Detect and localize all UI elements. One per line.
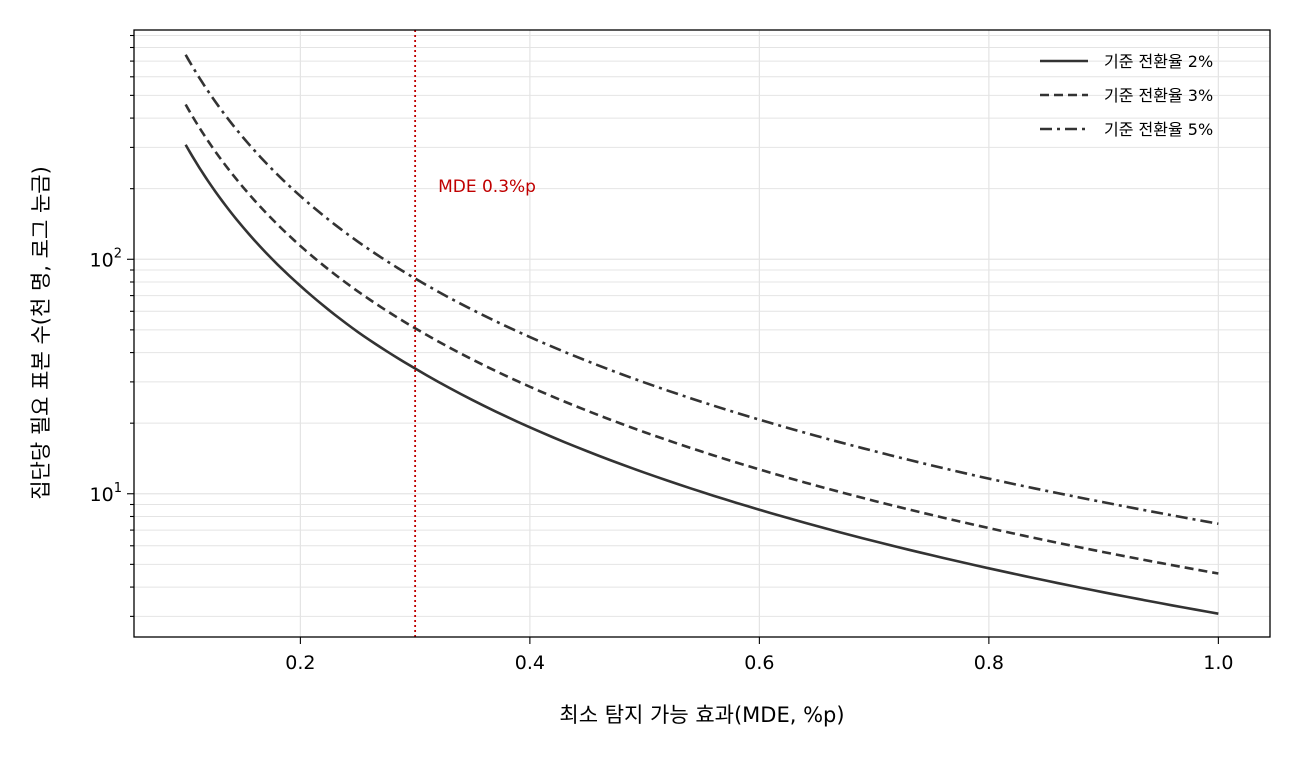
mde-annotation-label: MDE 0.3%p (438, 177, 536, 197)
legend: 기준 전환율 2% 기준 전환율 3% 기준 전환율 5% (1040, 52, 1213, 139)
y-tick-label: 101 (90, 481, 122, 506)
axis-ticks: 0.2 0.4 0.6 0.8 1.0 101 102 (90, 34, 1233, 674)
x-tick-label: 1.0 (1203, 652, 1233, 674)
series-line-3 (184, 54, 1219, 526)
grid-lines (134, 30, 1270, 637)
series-group (184, 54, 1219, 615)
series-line-2 (184, 103, 1219, 575)
legend-label-3: 기준 전환율 5% (1104, 120, 1213, 139)
plot-frame (133, 29, 1271, 638)
legend-label-1: 기준 전환율 2% (1104, 52, 1213, 71)
series-line-1 (184, 144, 1219, 615)
x-tick-label: 0.4 (515, 652, 545, 674)
y-tick-label: 102 (90, 246, 122, 271)
x-tick-label: 0.6 (744, 652, 774, 674)
x-axis-label: 최소 탐지 가능 효과(MDE, %p) (559, 703, 844, 727)
x-tick-label: 0.8 (974, 652, 1004, 674)
y-axis-label: 집단당 필요 표본 수(천 명, 로그 눈금) (29, 166, 53, 500)
x-tick-label: 0.2 (285, 652, 315, 674)
legend-label-2: 기준 전환율 3% (1104, 86, 1213, 105)
annotations: MDE 0.3%p (414, 30, 536, 637)
